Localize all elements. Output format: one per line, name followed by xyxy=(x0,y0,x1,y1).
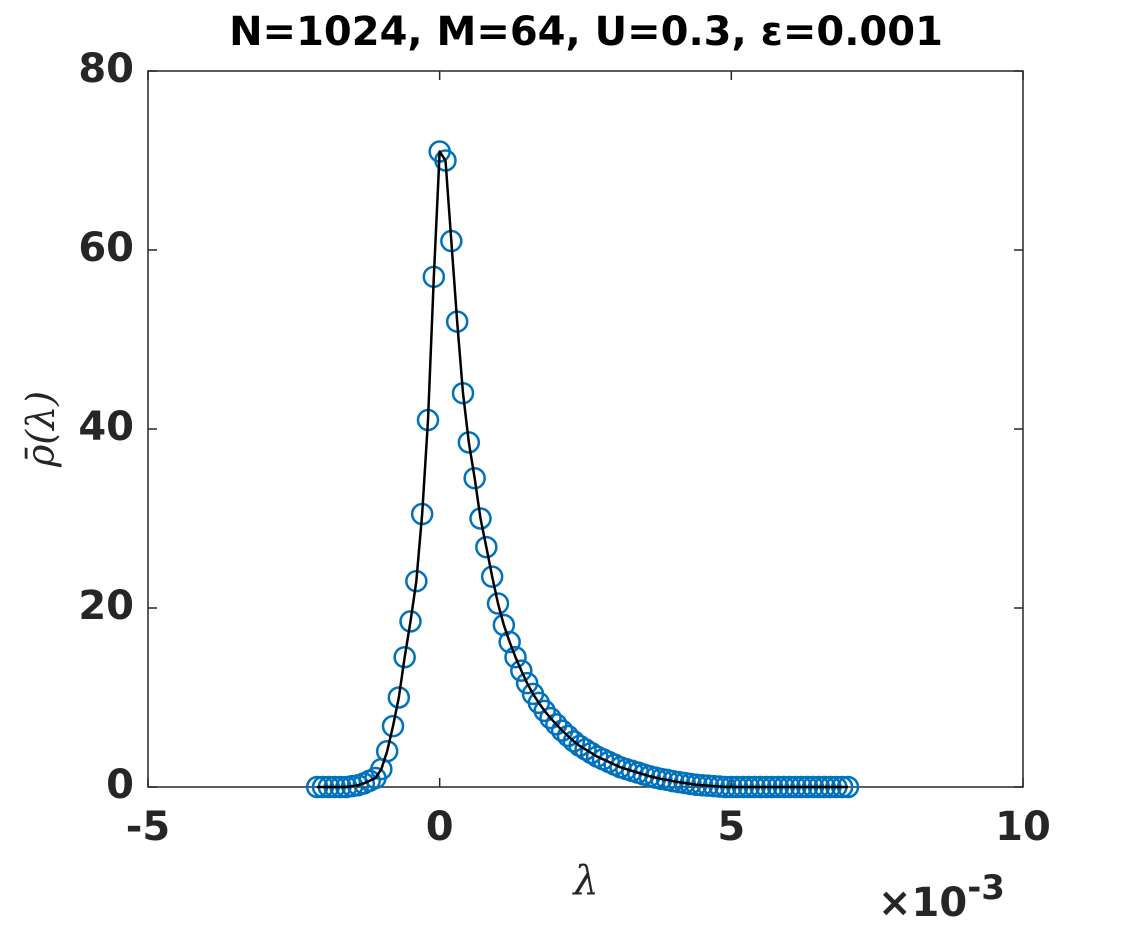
multiplier-exponent: -3 xyxy=(967,868,1005,908)
x-multiplier: ×10-3 xyxy=(878,868,1005,927)
data-line xyxy=(317,150,848,789)
multiplier-base: ×10 xyxy=(878,880,967,926)
x-axis-label: λ xyxy=(571,858,598,904)
data-point xyxy=(480,565,504,588)
data-point xyxy=(387,686,411,709)
y-tick-label: 80 xyxy=(78,46,134,92)
x-tick-label: 10 xyxy=(995,804,1051,850)
data-point xyxy=(568,734,591,758)
data-point xyxy=(463,466,486,490)
chart-title: N=1024, M=64, U=0.3, ε=0.001 xyxy=(229,9,943,55)
y-tick-label: 20 xyxy=(78,583,134,629)
data-point xyxy=(498,630,521,654)
x-tick-label: 0 xyxy=(426,804,454,850)
x-tick-label: 5 xyxy=(717,804,745,850)
data-point xyxy=(539,706,562,730)
data-point xyxy=(475,535,498,559)
data-point xyxy=(375,739,399,763)
data-point xyxy=(510,659,533,682)
data-point xyxy=(562,730,586,753)
x-tick-label: -5 xyxy=(126,804,170,850)
data-point xyxy=(515,671,539,695)
data-point xyxy=(533,699,556,723)
data-point xyxy=(381,714,405,738)
plot-frame xyxy=(147,70,1024,788)
data-point xyxy=(393,645,416,669)
data-point xyxy=(580,741,603,765)
y-tick-label: 60 xyxy=(78,225,134,271)
data-point xyxy=(545,713,568,736)
y-tick-label: 40 xyxy=(78,404,134,450)
data-point xyxy=(399,610,422,633)
y-axis-label: ρ̄(λ) xyxy=(19,391,63,468)
data-point xyxy=(486,592,510,615)
data-point xyxy=(469,507,492,530)
data-point xyxy=(574,738,597,761)
data-point xyxy=(504,645,527,669)
y-tick-label: 0 xyxy=(106,762,134,808)
